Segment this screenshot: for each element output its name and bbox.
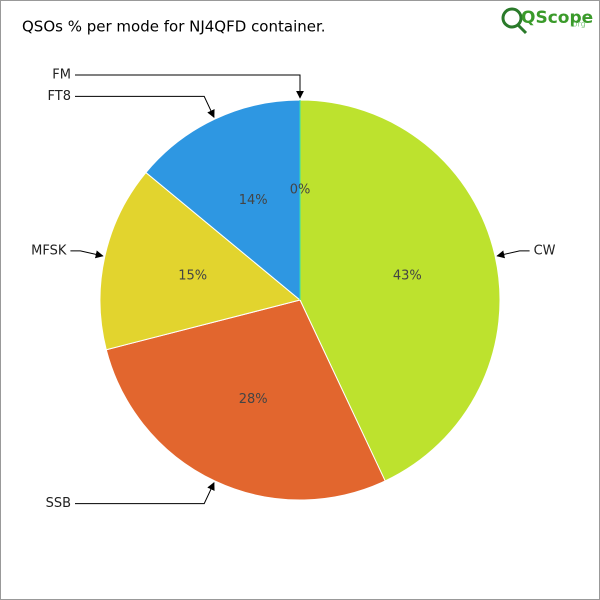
callout-line xyxy=(496,250,530,259)
callout-label: CW xyxy=(534,243,556,258)
callout-label: FM xyxy=(52,68,71,83)
callout-line xyxy=(75,74,304,99)
logo: QScope .org xyxy=(501,7,593,35)
percent-label: 15% xyxy=(178,269,207,284)
logo-suffix: .org xyxy=(570,20,586,29)
slice xyxy=(105,299,386,501)
percent-label: 0% xyxy=(290,183,311,198)
logo-icon xyxy=(501,7,523,29)
logo-icon xyxy=(516,23,528,35)
callout-line xyxy=(70,250,104,259)
callout-line xyxy=(75,95,215,118)
slice xyxy=(299,99,501,482)
percent-label: 28% xyxy=(239,392,268,407)
slice xyxy=(145,99,301,302)
percent-label: 43% xyxy=(393,269,422,284)
percent-label: 14% xyxy=(239,193,268,208)
callout-label: FT8 xyxy=(48,89,71,104)
slice xyxy=(99,171,302,351)
chart-title: QSOs % per mode for NJ4QFD container. xyxy=(22,18,326,36)
callout-label: MFSK xyxy=(31,243,67,258)
callout-label: SSB xyxy=(46,496,71,511)
callout-line xyxy=(75,482,215,505)
logo-text: QScope xyxy=(521,8,593,28)
